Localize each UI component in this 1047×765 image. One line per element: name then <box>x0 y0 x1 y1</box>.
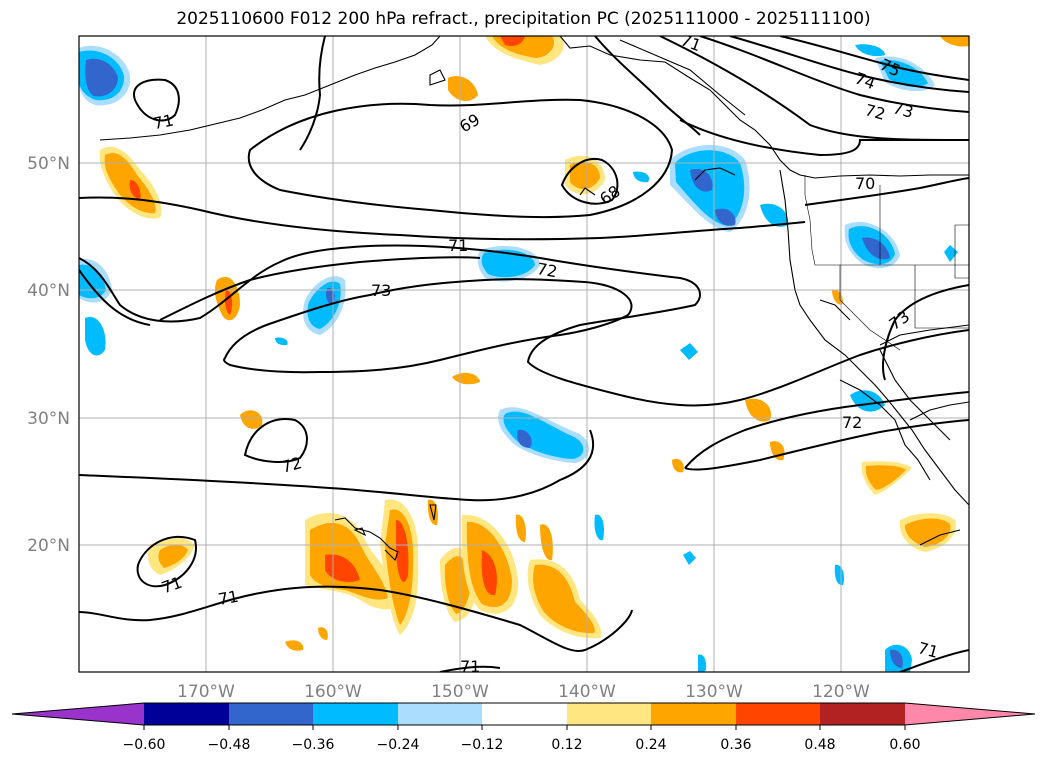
lon-label-170w: 170°W <box>177 682 235 702</box>
contour-label: 73 <box>371 281 391 300</box>
colorbar-tick-label: −0.12 <box>461 737 504 753</box>
colorbar-segment <box>820 703 905 725</box>
contour-label: 71 <box>678 30 704 55</box>
colorbar-segment <box>229 703 313 725</box>
colorbar-arrow-left <box>12 703 144 725</box>
lon-label-140w: 140°W <box>558 682 616 702</box>
colorbar-segment <box>482 703 567 725</box>
colorbar-tick-label: 0.12 <box>551 737 582 753</box>
contour-label: 70 <box>855 174 875 193</box>
colorbar-segment <box>144 703 229 725</box>
lon-label-160w: 160°W <box>304 682 362 702</box>
colorbar-tick-label: −0.60 <box>123 737 166 753</box>
precip-positive-shading <box>99 36 969 651</box>
refractivity-contours <box>79 36 969 672</box>
chart-title: 2025110600 F012 200 hPa refract., precip… <box>176 9 871 29</box>
lon-label-150w: 150°W <box>431 682 489 702</box>
colorbar-segment <box>736 703 820 725</box>
map-frame <box>78 35 970 673</box>
contour-label: 72 <box>842 413 862 432</box>
longitude-labels: 170°W 160°W 150°W 140°W 130°W 120°W <box>177 682 870 702</box>
colorbar-tick-label: 0.60 <box>889 737 920 753</box>
colorbar: −0.60 −0.48 −0.36 −0.24 −0.12 0.12 0.24 … <box>11 702 1036 753</box>
colorbar-tick-label: 0.48 <box>804 737 835 753</box>
contour-label: 71 <box>448 236 468 255</box>
contour-label: 71 <box>217 587 240 609</box>
colorbar-tick-label: −0.36 <box>292 737 335 753</box>
colorbar-segment <box>313 703 398 725</box>
colorbar-tick-label: 0.24 <box>635 737 666 753</box>
colorbar-segment <box>651 703 736 725</box>
latitude-labels: 50°N 40°N 30°N 20°N <box>27 154 70 556</box>
contour-label: 71 <box>460 657 480 676</box>
lat-label-20: 20°N <box>27 536 70 556</box>
colorbar-tick-label: 0.36 <box>720 737 751 753</box>
contour-label: 73 <box>891 98 916 122</box>
contour-label: 71 <box>916 638 941 662</box>
colorbar-tick-label: −0.24 <box>377 737 420 753</box>
lat-label-50: 50°N <box>27 154 70 174</box>
colorbar-arrow-right <box>905 703 1035 725</box>
colorbar-segment <box>567 703 651 725</box>
contour-labels: 71 69 68 71 72 73 70 74 75 72 73 73 72 7… <box>151 30 941 676</box>
colorbar-tick-label: −0.48 <box>208 737 251 753</box>
contour-label: 72 <box>279 453 304 477</box>
lat-label-40: 40°N <box>27 281 70 301</box>
contour-label: 72 <box>535 259 558 281</box>
lat-label-30: 30°N <box>27 409 70 429</box>
coastlines <box>99 36 969 561</box>
lon-label-130w: 130°W <box>685 682 743 702</box>
colorbar-segment <box>398 703 482 725</box>
lon-label-120w: 120°W <box>812 682 870 702</box>
graticule-grid <box>79 36 969 672</box>
contour-label: 71 <box>151 110 175 133</box>
contour-label: 72 <box>863 100 888 124</box>
political-borders <box>804 175 969 351</box>
